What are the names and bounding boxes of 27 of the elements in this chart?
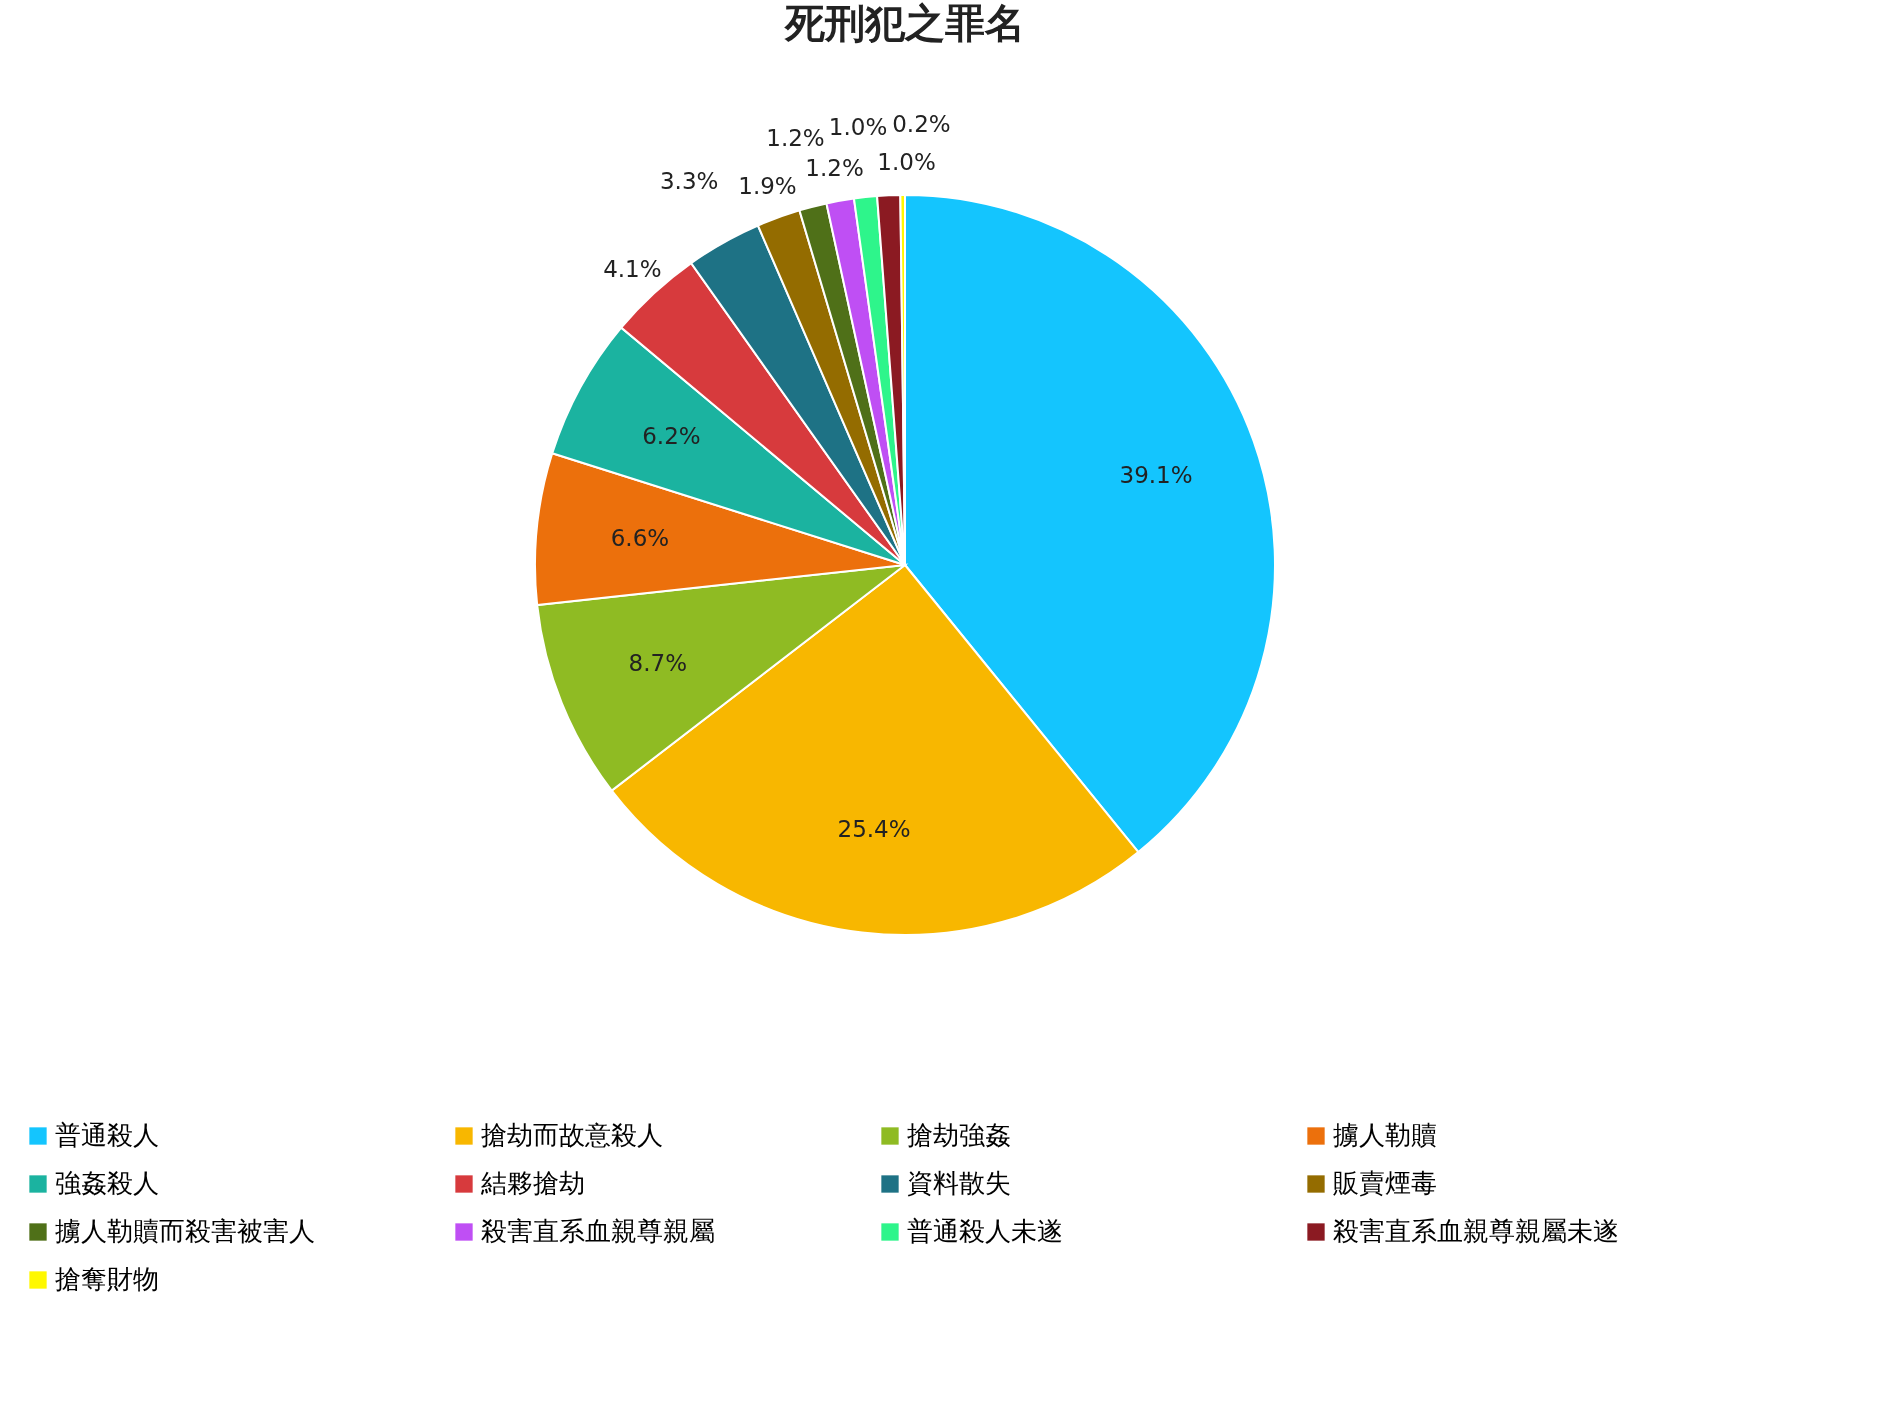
data-label: 1.2% — [805, 155, 864, 182]
data-label: 4.1% — [603, 255, 662, 282]
legend-label: 結夥搶劫 — [480, 1168, 585, 1198]
legend-label: 擄人勒贖而殺害被害人 — [55, 1216, 315, 1246]
data-label: 6.6% — [610, 524, 670, 551]
data-label: 3.3% — [659, 167, 719, 194]
data-label: 8.7% — [628, 650, 688, 677]
legend-label: 普通殺人 — [55, 1120, 159, 1150]
legend-label: 搶奪財物 — [55, 1264, 159, 1294]
legend-label: 擄人勒贖 — [1333, 1120, 1437, 1150]
legend-label: 殺害直系血親尊親屬未遂 — [1333, 1216, 1619, 1246]
legend-label: 搶劫而故意殺人 — [481, 1120, 663, 1150]
data-label: 1.2% — [766, 124, 825, 151]
legend-label: 強姦殺人 — [55, 1168, 159, 1198]
data-label: 39.1% — [1119, 461, 1193, 488]
legend-label: 搶劫強姦 — [907, 1120, 1011, 1150]
data-label: 25.4% — [837, 815, 911, 842]
data-label: 0.2% — [892, 111, 951, 138]
data-label: 1.9% — [738, 173, 797, 200]
data-label: 6.2% — [642, 422, 701, 449]
chart-title: 死刑犯之罪名 — [784, 0, 1025, 46]
legend-label: 普通殺人未遂 — [907, 1216, 1063, 1246]
legend-label: 殺害直系血親尊親屬 — [481, 1216, 715, 1246]
legend-label: 販賣煙毒 — [1333, 1168, 1437, 1198]
data-label: 1.0% — [828, 113, 888, 140]
legend-label: 資料散失 — [907, 1168, 1011, 1198]
data-label: 1.0% — [877, 149, 936, 176]
